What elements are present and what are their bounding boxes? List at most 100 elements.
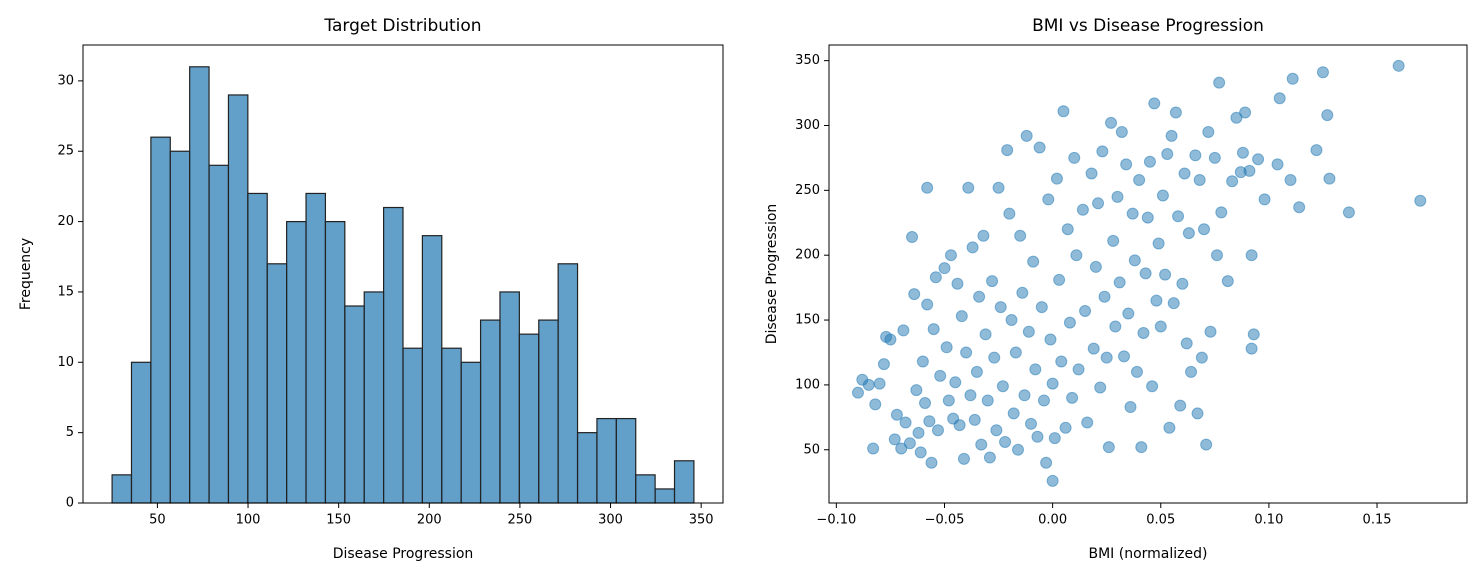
y-tick-label: 0 [66, 496, 74, 511]
bar [615, 417, 637, 504]
bar [557, 263, 579, 504]
point [1072, 363, 1085, 376]
x-tick-label: 50 [149, 513, 166, 528]
point [973, 290, 986, 303]
point [964, 389, 977, 402]
point [916, 355, 929, 368]
point [851, 386, 864, 399]
bar [383, 206, 404, 504]
point [897, 324, 910, 337]
point [940, 341, 953, 354]
point [1048, 432, 1061, 445]
bar [654, 488, 676, 504]
point [1165, 129, 1178, 142]
x-tick-label: 0.10 [1254, 513, 1283, 528]
point [1156, 189, 1169, 202]
point [1247, 328, 1260, 341]
point [960, 346, 973, 359]
point [1169, 106, 1182, 119]
point [1100, 351, 1113, 364]
y-tick-label: 30 [57, 73, 74, 88]
point [869, 398, 882, 411]
point [1037, 394, 1050, 407]
point [934, 369, 947, 382]
bar [266, 263, 288, 504]
bar [441, 347, 462, 504]
point [1007, 407, 1020, 420]
point [867, 442, 880, 455]
point [1323, 172, 1336, 185]
y-tick-label: 10 [57, 355, 74, 370]
point [957, 452, 970, 465]
x-tick-label: 350 [689, 513, 714, 528]
point [1128, 254, 1141, 267]
y-tick-label: 200 [795, 248, 820, 263]
y-tick-label: 300 [795, 118, 820, 133]
point [1046, 377, 1059, 390]
axes-frame [828, 44, 1468, 504]
point [1193, 173, 1206, 186]
x-tick-label: 300 [598, 513, 623, 528]
x-tick-label: 150 [326, 513, 351, 528]
point [1286, 72, 1299, 85]
point [1068, 151, 1081, 164]
point [1245, 249, 1258, 262]
x-tick-label: 0.05 [1146, 513, 1175, 528]
point [1293, 201, 1306, 214]
point [1152, 237, 1165, 250]
bar [189, 66, 210, 504]
point [1094, 381, 1107, 394]
point [949, 376, 962, 389]
x-tick-label: −0.05 [925, 513, 965, 528]
y-axis-label: Frequency [18, 238, 34, 310]
point [1226, 175, 1239, 188]
point [1066, 391, 1079, 404]
point [1200, 438, 1213, 451]
bar [499, 291, 520, 504]
point [1113, 276, 1126, 289]
point [953, 419, 966, 432]
point [923, 415, 936, 428]
point [944, 249, 957, 262]
point [1213, 76, 1226, 89]
point [1122, 307, 1135, 320]
point [992, 181, 1005, 194]
point [912, 426, 925, 439]
y-tick-label: 50 [803, 442, 820, 457]
y-tick-label: 350 [795, 53, 820, 68]
point [1191, 407, 1204, 420]
point [1014, 229, 1027, 242]
point [986, 275, 999, 288]
point [1321, 109, 1334, 122]
point [1050, 172, 1063, 185]
point [983, 451, 996, 464]
point [1180, 337, 1193, 350]
point [1042, 193, 1055, 206]
point [1174, 399, 1187, 412]
point [1059, 421, 1072, 434]
bar [363, 291, 385, 504]
bar [421, 235, 443, 504]
point [929, 271, 942, 284]
point [962, 181, 975, 194]
point [1035, 301, 1048, 314]
point [1133, 173, 1146, 186]
point [1176, 277, 1189, 290]
point [1029, 363, 1042, 376]
bar [130, 361, 152, 504]
point [1055, 355, 1068, 368]
point [1031, 430, 1044, 443]
point [914, 446, 927, 459]
point [1139, 267, 1152, 280]
point [1033, 141, 1046, 154]
axes-frame [82, 44, 724, 504]
chart-title: BMI vs Disease Progression [1032, 16, 1264, 36]
point [1005, 314, 1018, 327]
point [1107, 234, 1120, 247]
point [873, 377, 886, 390]
point [1172, 210, 1185, 223]
point [1182, 227, 1195, 240]
point [1202, 125, 1215, 138]
x-tick-label: 0.15 [1363, 513, 1392, 528]
point [1018, 389, 1031, 402]
